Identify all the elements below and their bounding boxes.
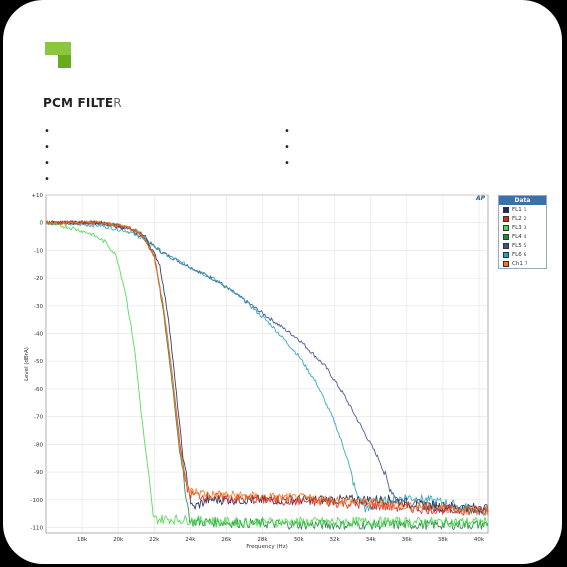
x-tick-label: 22k <box>149 537 160 543</box>
brand-logo <box>45 42 75 72</box>
legend-suffix: 4 <box>523 234 527 239</box>
legend-swatch <box>503 251 509 258</box>
series-line-fl6 <box>45 221 489 516</box>
x-tick-label: 24k <box>185 537 196 543</box>
legend-item: FL4 4 <box>499 232 546 241</box>
legend-suffix: 2 <box>523 216 527 221</box>
legend-swatch <box>503 206 509 213</box>
y-tick-label: -100 <box>31 498 44 504</box>
series-line-fl4 <box>45 220 489 531</box>
plot-area <box>45 194 489 534</box>
x-tick-label: 18k <box>77 537 88 543</box>
legend-suffix: 5 <box>523 243 527 248</box>
y-tick-label: -70 <box>34 415 43 421</box>
y-tick-label: -60 <box>34 387 43 393</box>
legend-label: FL4 <box>512 234 522 240</box>
legend-label: FL5 <box>512 243 522 249</box>
x-tick-label: 28k <box>257 537 268 543</box>
legend-suffix: 7 <box>524 261 528 266</box>
legend-item: FL5 5 <box>499 241 546 250</box>
legend-suffix: 1 <box>523 207 527 212</box>
legend-item: FL6 6 <box>499 250 546 259</box>
logo-square-3 <box>58 42 71 55</box>
legend-label: FL6 <box>512 252 522 258</box>
legend-items: FL1 1 FL2 2 FL3 3 FL4 4 FL5 5 FL6 6 Ch1 7 <box>499 205 546 268</box>
logo-square-1 <box>45 42 58 55</box>
x-tick-label: 36k <box>402 537 413 543</box>
y-tick-label: 0 <box>40 221 44 227</box>
x-tick-label: 38k <box>438 537 449 543</box>
legend-swatch <box>503 242 509 249</box>
series-line-ch1 <box>45 220 489 516</box>
section-title: PCM FILTER <box>43 96 122 110</box>
y-tick-label: -50 <box>34 359 43 365</box>
series-line-fl3 <box>45 221 489 528</box>
legend-label: FL1 <box>512 207 522 213</box>
legend-item: FL1 1 <box>499 205 546 214</box>
x-axis-label: Frequency (Hz) <box>246 544 287 550</box>
section-title-tail: R <box>113 96 122 110</box>
legend-label: FL2 <box>512 216 522 222</box>
legend-item: FL3 3 <box>499 223 546 232</box>
y-tick-label: +10 <box>31 193 43 199</box>
x-tick-label: 20k <box>113 537 124 543</box>
x-tick-label: 30k <box>293 537 304 543</box>
section-title-main: PCM FILTE <box>43 96 114 110</box>
legend-swatch <box>503 233 509 240</box>
legend-label: FL3 <box>512 225 522 231</box>
x-tick-label: 34k <box>366 537 377 543</box>
y-tick-label: -30 <box>34 304 43 310</box>
y-tick-label: -20 <box>34 276 43 282</box>
legend-swatch <box>503 215 509 222</box>
legend-suffix: 3 <box>523 225 527 230</box>
legend-item: FL2 2 <box>499 214 546 223</box>
x-tick-label: 32k <box>330 537 341 543</box>
x-tick-label: 26k <box>221 537 232 543</box>
y-tick-label: -90 <box>34 470 43 476</box>
chart-legend: Data FL1 1 FL2 2 FL3 3 FL4 4 FL5 5 FL6 6 Ch1 7 <box>498 195 547 269</box>
y-tick-label: -80 <box>34 442 43 448</box>
legend-title: Data <box>499 196 546 205</box>
legend-suffix: 6 <box>523 252 527 257</box>
y-axis-label: Level (dBrA) <box>24 347 30 381</box>
logo-square-2 <box>58 55 71 68</box>
legend-swatch <box>503 260 509 267</box>
y-tick-label: -110 <box>31 525 44 531</box>
y-tick-label: -40 <box>34 332 43 338</box>
legend-swatch <box>503 224 509 231</box>
legend-item: Ch1 7 <box>499 259 546 268</box>
ap-logo-icon: AP <box>476 195 486 202</box>
legend-label: Ch1 <box>512 261 523 267</box>
x-tick-label: 40k <box>474 537 485 543</box>
y-tick-label: -10 <box>34 248 43 254</box>
